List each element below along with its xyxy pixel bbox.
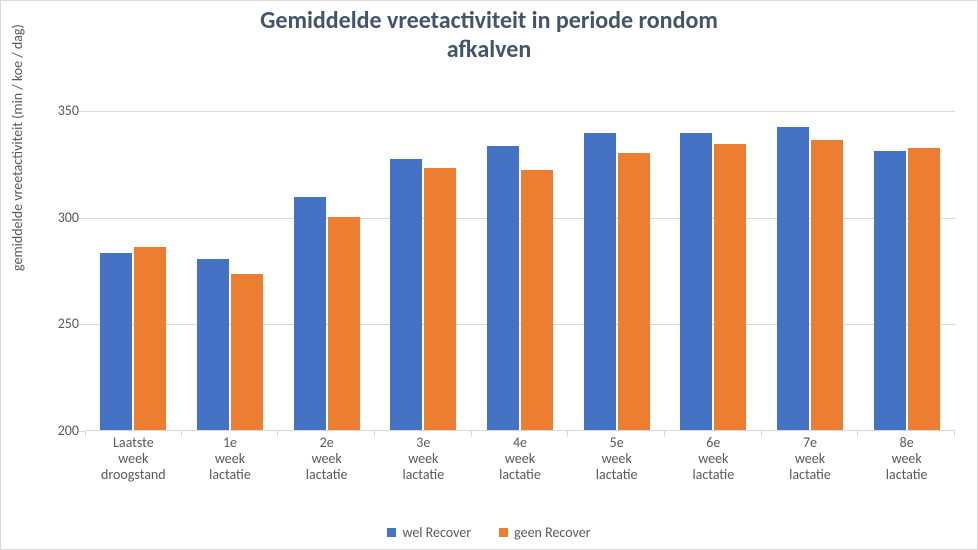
ytick-label: 350 (39, 102, 79, 119)
bar (231, 274, 263, 430)
ytick-label: 200 (39, 422, 79, 439)
xtick-label: 8eweeklactatie (858, 435, 955, 483)
bar (328, 217, 360, 430)
bar (487, 146, 519, 430)
legend-item: geen Recover (499, 524, 590, 541)
legend-item: wel Recover (387, 524, 471, 541)
bar (874, 151, 906, 430)
y-tickmark (79, 218, 85, 219)
chart-title-line2: afkalven (1, 36, 977, 65)
x-tickmark (85, 431, 86, 437)
chart-title: Gemiddelde vreetactiviteit in periode ro… (1, 7, 977, 65)
yaxis-label: gemiddelde vreetactiviteit (min / koe / … (9, 24, 26, 271)
bar (390, 159, 422, 430)
y-tickmark (79, 111, 85, 112)
xtick-label: 5eweeklactatie (568, 435, 665, 483)
plot-area (85, 111, 955, 431)
bar (777, 127, 809, 430)
gridline (85, 111, 955, 112)
legend-label: geen Recover (514, 524, 590, 541)
bar (811, 140, 843, 430)
xtick-label: 3eweeklactatie (375, 435, 472, 483)
chart-container: Gemiddelde vreetactiviteit in periode ro… (0, 0, 978, 550)
bar (714, 144, 746, 430)
bar (294, 197, 326, 430)
bar (584, 133, 616, 430)
bar (424, 168, 456, 430)
bar (134, 247, 166, 430)
xtick-label: 6eweeklactatie (665, 435, 762, 483)
xtick-label: Laatsteweekdroogstand (85, 435, 182, 483)
bar (197, 259, 229, 430)
xtick-label: 4eweeklactatie (472, 435, 569, 483)
legend-swatch (499, 528, 508, 537)
y-tickmark (79, 324, 85, 325)
ytick-label: 250 (39, 315, 79, 332)
xtick-label: 1eweeklactatie (182, 435, 279, 483)
chart-title-line1: Gemiddelde vreetactiviteit in periode ro… (1, 7, 977, 36)
xtick-label: 2eweeklactatie (278, 435, 375, 483)
bar (908, 148, 940, 430)
legend: wel Recover geen Recover (1, 524, 977, 541)
xtick-label: 7eweeklactatie (762, 435, 859, 483)
bar (521, 170, 553, 430)
bar (618, 153, 650, 430)
bar (680, 133, 712, 430)
ytick-label: 300 (39, 209, 79, 226)
bar (100, 253, 132, 430)
legend-swatch (387, 528, 396, 537)
legend-label: wel Recover (402, 524, 471, 541)
